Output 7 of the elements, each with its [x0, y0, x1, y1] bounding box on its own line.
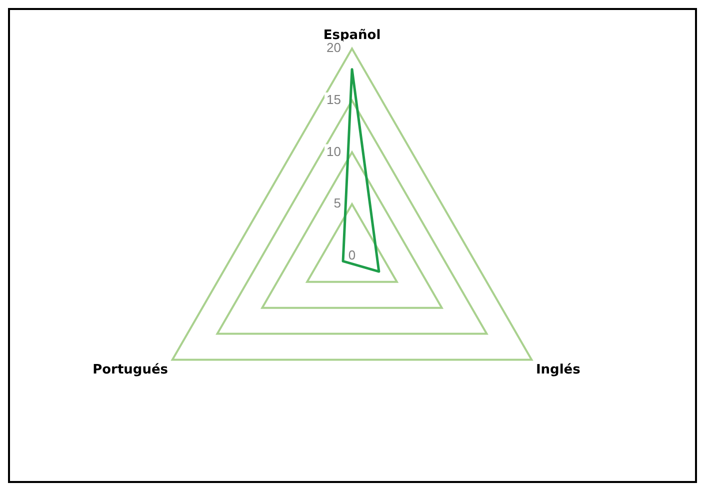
- y-tick-label: 10: [326, 144, 341, 159]
- y-tick-label: 5: [334, 196, 341, 211]
- y-tick-label: 20: [326, 40, 341, 56]
- spoke-label: Inglés: [536, 362, 581, 378]
- spoke-label: Portugués: [92, 362, 168, 378]
- y-tick-label: 15: [326, 92, 341, 108]
- y-tick-label: 0: [348, 248, 356, 263]
